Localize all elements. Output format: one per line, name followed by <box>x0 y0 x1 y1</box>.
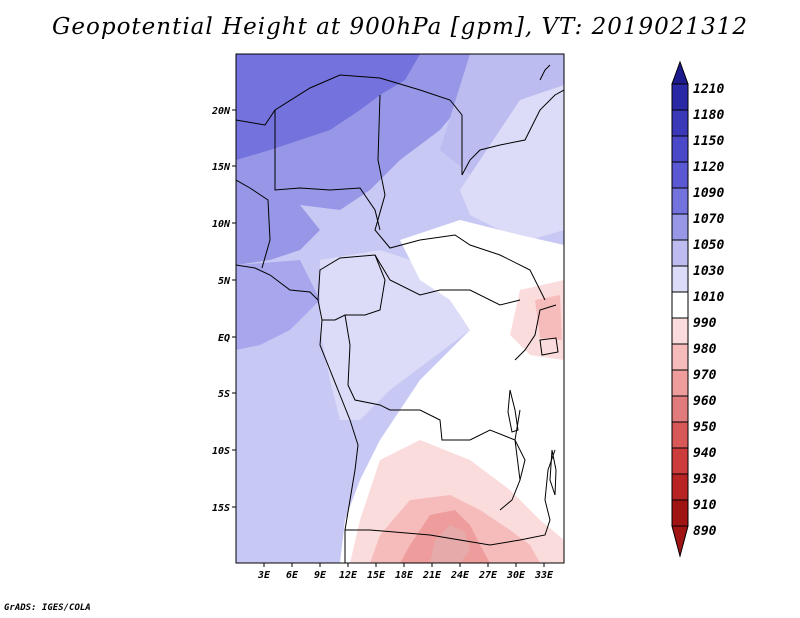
lon-label: 15E <box>367 570 386 581</box>
lon-label: 12E <box>339 570 358 581</box>
border-line <box>317 254 386 321</box>
lon-label: 3E <box>257 570 271 581</box>
lake-malawi <box>549 449 557 496</box>
colorbar <box>671 60 689 558</box>
colorbar-label: 990 <box>693 316 717 331</box>
colorbar-swatch <box>671 421 689 449</box>
colorbar-swatch <box>671 135 689 163</box>
lat-label: 20N <box>211 106 231 117</box>
colorbar-label: 940 <box>693 446 717 461</box>
lon-label: 18E <box>395 570 414 581</box>
colorbar-swatch <box>671 239 689 267</box>
lon-label: 33E <box>534 570 554 581</box>
border-line <box>274 110 381 231</box>
colorbar-label: 980 <box>693 342 717 357</box>
border-line <box>390 409 526 481</box>
colorbar-label: 1180 <box>693 108 724 123</box>
colorbar-swatch <box>671 109 689 137</box>
lat-label: 5S <box>218 389 230 400</box>
lat-label: 10S <box>212 446 230 457</box>
lake-tanganyika <box>507 389 519 433</box>
field-1070-west <box>236 180 320 265</box>
border-line <box>345 449 556 546</box>
colorbar-label: 960 <box>693 394 717 409</box>
lon-label: 6E <box>286 570 299 581</box>
colorbar-label: 950 <box>693 420 717 435</box>
colorbar-swatch <box>671 499 689 527</box>
colorbar-swatch <box>671 369 689 397</box>
colorbar-bottom-arrow <box>671 525 689 558</box>
colorbar-label: 1030 <box>693 264 724 279</box>
field-1050-coast <box>236 260 320 350</box>
lat-label: 10N <box>212 219 231 230</box>
lon-label: 9E <box>314 570 327 581</box>
west-coastline <box>236 264 359 563</box>
colorbar-swatch <box>671 161 689 189</box>
colorbar-swatch <box>671 265 689 293</box>
colorbar-label: 1150 <box>693 134 724 149</box>
colorbar-swatch <box>671 187 689 215</box>
colorbar-swatch <box>671 447 689 475</box>
colorbar-labels: 1210 1180 1150 1120 1090 1070 1050 1030 … <box>693 82 724 539</box>
colorbar-top-arrow <box>671 60 689 85</box>
border-line <box>236 74 463 175</box>
colorbar-label: 1120 <box>693 160 724 175</box>
lat-label: 5N <box>218 276 231 287</box>
grads-credit: GrADS: IGES/COLA <box>4 603 91 613</box>
colorbar-swatch <box>671 317 689 345</box>
lake-victoria <box>539 337 559 356</box>
lon-label: 27E <box>478 570 498 581</box>
lat-label: EQ <box>218 333 230 344</box>
lon-axis: 3E 6E 9E 12E 15E 18E 21E 24E 27E 30E 33E <box>257 563 554 581</box>
colorbar-label: 1010 <box>693 290 724 305</box>
field-950 <box>430 525 470 563</box>
height-field <box>236 54 564 563</box>
chart-title: Geopotential Height at 900hPa [gpm], VT:… <box>52 14 748 40</box>
colorbar-label: 890 <box>693 524 717 539</box>
colorbar-swatch <box>671 343 689 371</box>
border-line <box>374 254 521 306</box>
colorbar-label: 1070 <box>693 212 724 227</box>
colorbar-label: 1050 <box>693 238 724 253</box>
lon-label: 30E <box>506 570 526 581</box>
colorbar-swatch <box>671 473 689 501</box>
lat-axis: 20N 15N 10N 5N EQ 5S 10S 15S <box>211 106 236 514</box>
colorbar-label: 910 <box>693 498 717 513</box>
colorbar-swatch <box>671 83 689 111</box>
colorbar-swatch <box>671 395 689 423</box>
colorbar-label: 1090 <box>693 186 724 201</box>
map-frame <box>235 53 565 564</box>
border-line <box>344 314 391 411</box>
border-line <box>514 304 557 361</box>
border-line <box>461 89 564 176</box>
lat-label: 15N <box>212 162 231 173</box>
lat-label: 15S <box>212 503 230 514</box>
colorbar-swatch <box>671 213 689 241</box>
gulf-of-aden-coast <box>539 64 551 81</box>
coastlines-borders <box>236 64 564 563</box>
colorbar-label: 1210 <box>693 82 724 97</box>
field-1090 <box>236 54 420 160</box>
lon-label: 21E <box>422 570 442 581</box>
colorbar-swatch <box>671 291 689 319</box>
lon-label: 24E <box>450 570 470 581</box>
field-970-north <box>535 295 562 340</box>
border-line <box>236 179 271 269</box>
field-1010-east <box>460 85 564 240</box>
colorbar-label: 970 <box>693 368 717 383</box>
border-line <box>374 94 546 301</box>
colorbar-label: 930 <box>693 472 717 487</box>
